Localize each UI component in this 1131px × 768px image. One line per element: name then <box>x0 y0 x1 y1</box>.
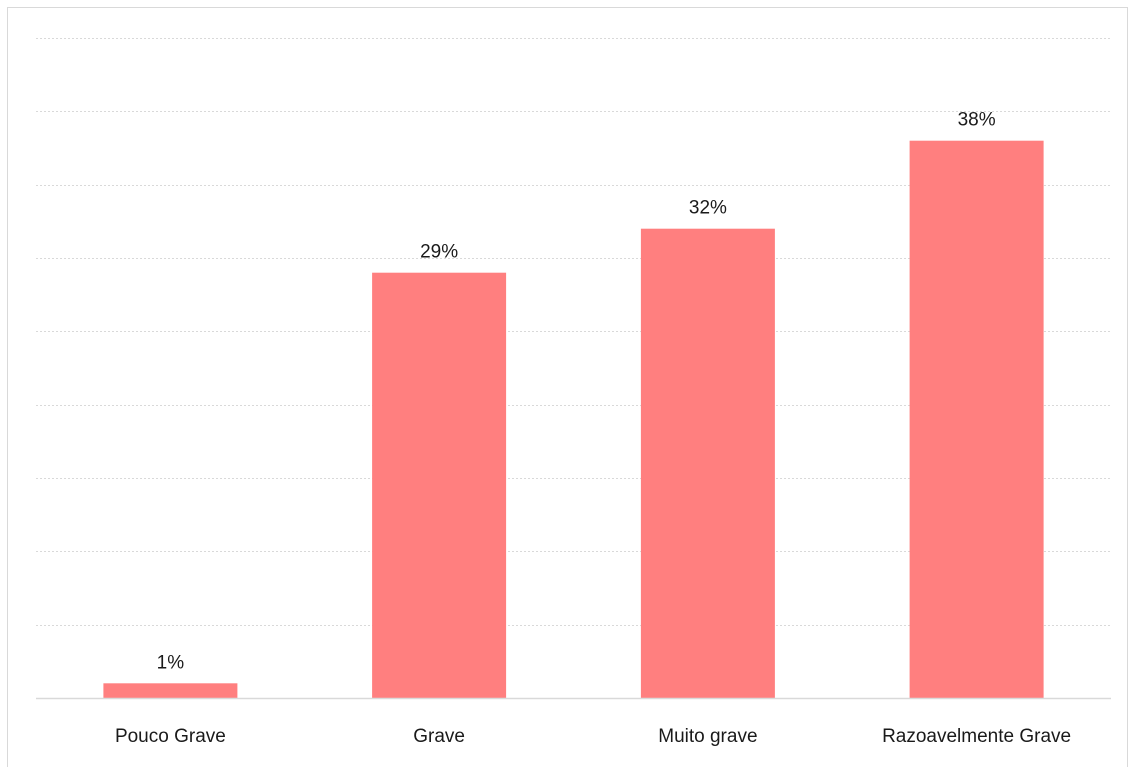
data-labels: 1% 29% 32% 38% <box>157 110 996 674</box>
category-label: Razoavelmente Grave <box>882 726 1071 747</box>
bar <box>372 272 507 698</box>
bar-chart: 1% 29% 32% 38% Pouco Grave Grave Muito grave R… <box>36 38 1111 747</box>
gridlines <box>36 38 1111 626</box>
category-label: Pouco Grave <box>115 726 226 747</box>
data-label: 38% <box>958 110 996 131</box>
bar <box>103 683 238 698</box>
data-label: 1% <box>157 652 185 673</box>
category-label: Grave <box>413 726 465 747</box>
bars <box>103 140 1044 698</box>
category-label: Muito grave <box>658 726 757 747</box>
data-label: 29% <box>420 242 458 263</box>
chart-frame: 1% 29% 32% 38% Pouco Grave Grave Muito grave R… <box>7 7 1128 767</box>
bar <box>909 140 1044 698</box>
category-labels: Pouco Grave Grave Muito grave Razoavelmente… <box>115 726 1071 747</box>
bar <box>640 228 775 698</box>
data-label: 32% <box>689 198 727 219</box>
